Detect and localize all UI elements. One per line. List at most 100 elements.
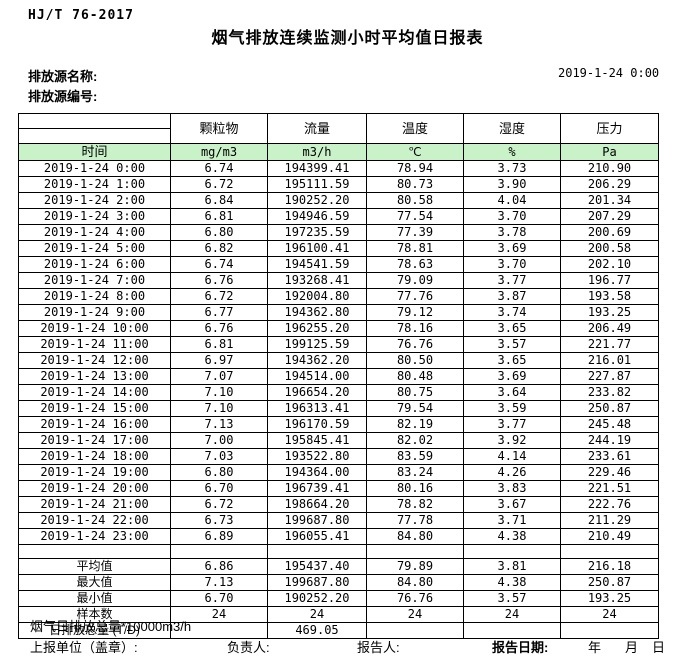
value-cell: 3.65 bbox=[463, 352, 561, 369]
value-cell: 6.81 bbox=[170, 208, 268, 225]
value-cell: 24 bbox=[560, 606, 659, 623]
value-cell: 193268.41 bbox=[267, 272, 367, 289]
value-cell: 3.74 bbox=[463, 304, 561, 321]
value-cell: 80.50 bbox=[366, 352, 464, 369]
unit-pressure: Pa bbox=[560, 143, 659, 161]
page-title: 烟气排放连续监测小时平均值日报表 bbox=[211, 30, 484, 47]
value-cell: 196255.20 bbox=[267, 320, 367, 337]
summary-row: 平均值 6.86 195437.40 79.89 3.81 216.18 bbox=[18, 558, 659, 575]
value-cell: 6.70 bbox=[170, 590, 268, 607]
value-cell: 3.73 bbox=[463, 160, 561, 177]
value-cell: 197235.59 bbox=[267, 224, 367, 241]
table-row: 2019-1-24 4:00 6.80 197235.59 77.39 3.78 200.… bbox=[18, 224, 659, 241]
value-cell: 77.76 bbox=[366, 288, 464, 305]
column-header-particulate: 颗粒物 bbox=[170, 113, 268, 144]
monitoring-table: 颗粒物 流量 温度 湿度 压力 时间 mg/m3 m3/h ℃ % Pa 201… bbox=[18, 113, 659, 639]
report-datetime: 2019-1-24 0:00 bbox=[558, 66, 660, 80]
blank-cell bbox=[560, 544, 659, 559]
table-row: 2019-1-24 22:00 6.73 199687.80 77.78 3.71 211… bbox=[18, 512, 659, 529]
unit-flow: m3/h bbox=[267, 143, 367, 161]
summary-label: 平均值 bbox=[18, 558, 171, 575]
value-cell: 3.87 bbox=[463, 288, 561, 305]
blank-cell bbox=[267, 544, 367, 559]
value-cell: 194514.00 bbox=[267, 368, 367, 385]
standard-number: HJ/T 76-2017 bbox=[28, 8, 134, 23]
time-header: 时间 bbox=[18, 143, 171, 161]
value-cell: 3.81 bbox=[463, 558, 561, 575]
summary-label: 最小值 bbox=[18, 590, 171, 607]
time-cell: 2019-1-24 19:00 bbox=[18, 464, 171, 481]
time-cell: 2019-1-24 11:00 bbox=[18, 336, 171, 353]
value-cell: 6.74 bbox=[170, 160, 268, 177]
summary-label: 日排放总量 (T/D) bbox=[18, 622, 171, 639]
value-cell: 194399.41 bbox=[267, 160, 367, 177]
time-cell: 2019-1-24 7:00 bbox=[18, 272, 171, 289]
value-cell: 210.90 bbox=[560, 160, 659, 177]
blank-cell bbox=[170, 544, 268, 559]
source-code-label: 排放源编号: bbox=[28, 89, 98, 104]
summary-row: 日排放总量 (T/D) 469.05 bbox=[18, 622, 659, 639]
value-cell: 4.38 bbox=[463, 528, 561, 545]
value-cell: 24 bbox=[170, 606, 268, 623]
value-cell: 207.29 bbox=[560, 208, 659, 225]
report-date-label: 报告日期: bbox=[492, 640, 549, 655]
value-cell: 6.70 bbox=[170, 480, 268, 497]
unit-particulate: mg/m3 bbox=[170, 143, 268, 161]
value-cell: 196313.41 bbox=[267, 400, 367, 417]
time-cell: 2019-1-24 2:00 bbox=[18, 192, 171, 209]
value-cell: 221.77 bbox=[560, 336, 659, 353]
value-cell: 194946.59 bbox=[267, 208, 367, 225]
time-cell: 2019-1-24 12:00 bbox=[18, 352, 171, 369]
value-cell: 77.54 bbox=[366, 208, 464, 225]
value-cell: 229.46 bbox=[560, 464, 659, 481]
value-cell: 196739.41 bbox=[267, 480, 367, 497]
value-cell: 6.89 bbox=[170, 528, 268, 545]
value-cell: 199125.59 bbox=[267, 336, 367, 353]
value-cell: 250.87 bbox=[560, 574, 659, 591]
time-cell: 2019-1-24 8:00 bbox=[18, 288, 171, 305]
value-cell: 80.75 bbox=[366, 384, 464, 401]
value-cell: 194362.20 bbox=[267, 352, 367, 369]
summary-row: 样本数 24 24 24 24 24 bbox=[18, 606, 659, 623]
value-cell: 24 bbox=[463, 606, 561, 623]
header-row-top: 颗粒物 流量 温度 湿度 压力 bbox=[18, 113, 659, 144]
value-cell: 79.54 bbox=[366, 400, 464, 417]
time-cell: 2019-1-24 14:00 bbox=[18, 384, 171, 401]
value-cell: 24 bbox=[267, 606, 367, 623]
summary-row: 最大值 7.13 199687.80 84.80 4.38 250.87 bbox=[18, 574, 659, 591]
table-row: 2019-1-24 8:00 6.72 192004.80 77.76 3.87 193.… bbox=[18, 288, 659, 305]
value-cell: 6.81 bbox=[170, 336, 268, 353]
column-header-flow: 流量 bbox=[267, 113, 367, 144]
value-cell: 193522.80 bbox=[267, 448, 367, 465]
value-cell: 195845.41 bbox=[267, 432, 367, 449]
time-cell: 2019-1-24 16:00 bbox=[18, 416, 171, 433]
value-cell: 78.16 bbox=[366, 320, 464, 337]
value-cell: 7.00 bbox=[170, 432, 268, 449]
blank-cell bbox=[18, 544, 171, 559]
value-cell: 200.69 bbox=[560, 224, 659, 241]
blank-cell bbox=[366, 544, 464, 559]
value-cell: 193.25 bbox=[560, 304, 659, 321]
time-cell: 2019-1-24 4:00 bbox=[18, 224, 171, 241]
reporter-label: 报告人: bbox=[357, 640, 400, 655]
value-cell: 3.71 bbox=[463, 512, 561, 529]
value-cell: 76.76 bbox=[366, 590, 464, 607]
value-cell: 78.82 bbox=[366, 496, 464, 513]
time-cell: 2019-1-24 23:00 bbox=[18, 528, 171, 545]
value-cell: 3.70 bbox=[463, 208, 561, 225]
time-cell: 2019-1-24 22:00 bbox=[18, 512, 171, 529]
unit-humidity: % bbox=[463, 143, 561, 161]
value-cell: 210.49 bbox=[560, 528, 659, 545]
value-cell: 79.12 bbox=[366, 304, 464, 321]
value-cell: 79.09 bbox=[366, 272, 464, 289]
time-cell: 2019-1-24 10:00 bbox=[18, 320, 171, 337]
summary-row: 最小值 6.70 190252.20 76.76 3.57 193.25 bbox=[18, 590, 659, 607]
value-cell: 6.73 bbox=[170, 512, 268, 529]
value-cell: 6.97 bbox=[170, 352, 268, 369]
value-cell: 78.94 bbox=[366, 160, 464, 177]
value-cell: 196.77 bbox=[560, 272, 659, 289]
value-cell: 3.90 bbox=[463, 176, 561, 193]
value-cell: 195437.40 bbox=[267, 558, 367, 575]
value-cell: 198664.20 bbox=[267, 496, 367, 513]
table-row: 2019-1-24 10:00 6.76 196255.20 78.16 3.65 206… bbox=[18, 320, 659, 337]
